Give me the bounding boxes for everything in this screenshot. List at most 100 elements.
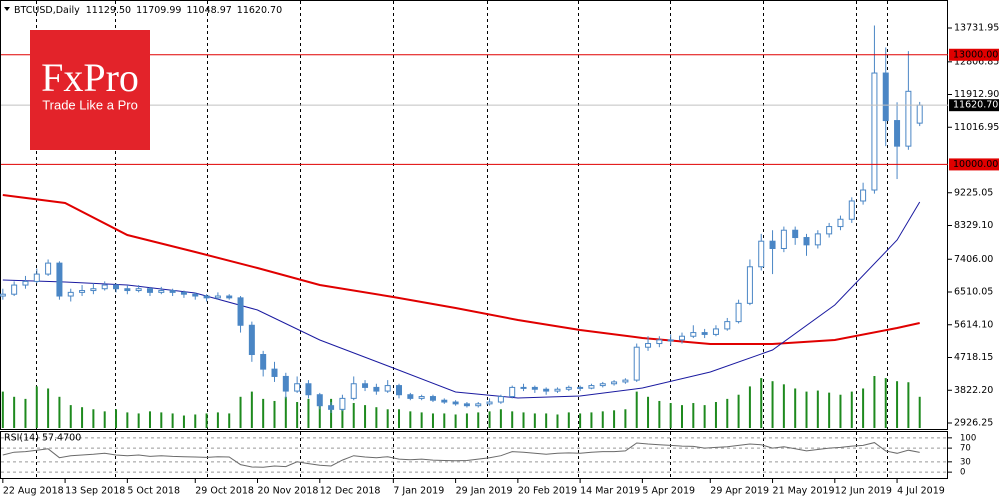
x-tick-label: 7 Jan 2019 [393, 486, 444, 497]
rsi-title: RSI(14) 57.4700 [4, 433, 81, 444]
volume-bar [726, 398, 729, 428]
candle-body [543, 388, 550, 392]
x-tick-label: 29 Jan 2019 [456, 486, 513, 497]
x-tick-label: 20 Nov 2018 [258, 486, 319, 497]
volume-bar [465, 413, 468, 428]
volume-bar [318, 396, 321, 428]
main-pane [0, 0, 948, 430]
candle-body [350, 383, 357, 399]
volume-bar [579, 413, 582, 428]
volume-bar [103, 411, 106, 428]
volume-bar [545, 413, 548, 428]
candle-body [780, 229, 787, 250]
volume-bar [782, 384, 785, 428]
high: 11709.99 [136, 5, 181, 16]
x-tick-label: 5 Oct 2018 [127, 486, 180, 497]
candle-body [633, 346, 640, 381]
candle-body [916, 104, 923, 124]
candle-body [837, 218, 844, 228]
logo-box [30, 30, 150, 150]
level-tag [949, 48, 999, 61]
volume-bar [794, 388, 797, 428]
candle-body [33, 273, 40, 282]
volume-bar [307, 398, 310, 428]
candle-body [260, 354, 267, 370]
x-tick-label: 13 Sep 2018 [65, 486, 125, 497]
candle-body [769, 240, 776, 250]
x-tick-label: 22 Aug 2018 [3, 486, 64, 497]
y-tick-label: 0 [960, 468, 965, 478]
candle-body [396, 385, 403, 396]
volume-bar [228, 413, 231, 428]
candle-body [814, 233, 821, 246]
volume-bar [522, 412, 525, 428]
candle-body [384, 385, 391, 392]
volume-bar [205, 413, 208, 428]
candle-body [452, 401, 459, 405]
volume-bar [454, 414, 457, 428]
header: BTCUSD,Daily 11129.50 11709.99 11048.97 1162… [14, 5, 282, 16]
candle-body [905, 90, 912, 147]
volume-bar [647, 396, 650, 428]
candle-body [407, 394, 414, 399]
volume-bar [896, 381, 899, 428]
x-tick-label: 29 Oct 2018 [195, 486, 254, 497]
y-tick-label: 30 [960, 457, 971, 467]
candle-body [441, 399, 448, 403]
volume-bar [398, 409, 401, 428]
volume-bar [635, 391, 638, 428]
y-tick-label: 70 [960, 444, 971, 454]
y-tick-label: 7406.00 [954, 254, 993, 265]
y-tick-label: 3822.20 [954, 385, 993, 396]
volume-bar [69, 405, 72, 428]
candle-body [271, 368, 278, 377]
candle-body [746, 266, 753, 304]
volume-bar [918, 396, 921, 428]
candle-body [158, 290, 165, 293]
candle-body [860, 189, 867, 202]
volume-bar [624, 409, 627, 428]
volume-bar [692, 403, 695, 428]
volume-bar [850, 391, 853, 428]
candle-body [509, 386, 516, 398]
candle-body [554, 388, 561, 392]
volume-bar [748, 386, 751, 428]
candle-body [486, 401, 493, 405]
last-price-label: 11620.70 [953, 100, 998, 111]
volume-bar [488, 411, 491, 428]
y-tick-label: 4718.15 [954, 352, 993, 363]
volume-bar [613, 410, 616, 428]
candle-body [67, 291, 74, 297]
candle-body [848, 200, 855, 220]
last-price-tag [949, 99, 999, 112]
candle-body [113, 284, 120, 290]
volume-bar [499, 409, 502, 428]
symbol: BTCUSD,Daily [14, 5, 80, 16]
candle-body [237, 297, 244, 326]
volume-bar [250, 391, 253, 428]
candle-body [724, 321, 731, 330]
candle-body [588, 385, 595, 389]
candle-body [169, 290, 176, 293]
x-tick-label: 4 Jul 2019 [897, 486, 945, 497]
volume-bar [171, 413, 174, 428]
candle-body [339, 397, 346, 410]
level-label: 13000.00 [953, 49, 998, 60]
candle-body [328, 405, 335, 410]
volume-bar [81, 407, 84, 428]
volume-bar [58, 396, 61, 428]
candle-body [497, 396, 504, 403]
volume-bar [839, 394, 842, 428]
candle-body [565, 386, 572, 390]
volume-bar [703, 405, 706, 428]
volume-bar [35, 386, 38, 428]
volume-bar [13, 396, 16, 428]
volume-bar [420, 412, 423, 428]
candle-body [418, 396, 425, 399]
x-tick-label: 12 Dec 2018 [320, 486, 381, 497]
volume-bar [567, 412, 570, 428]
volume-bar [1, 391, 4, 428]
volume-bar [816, 390, 819, 428]
